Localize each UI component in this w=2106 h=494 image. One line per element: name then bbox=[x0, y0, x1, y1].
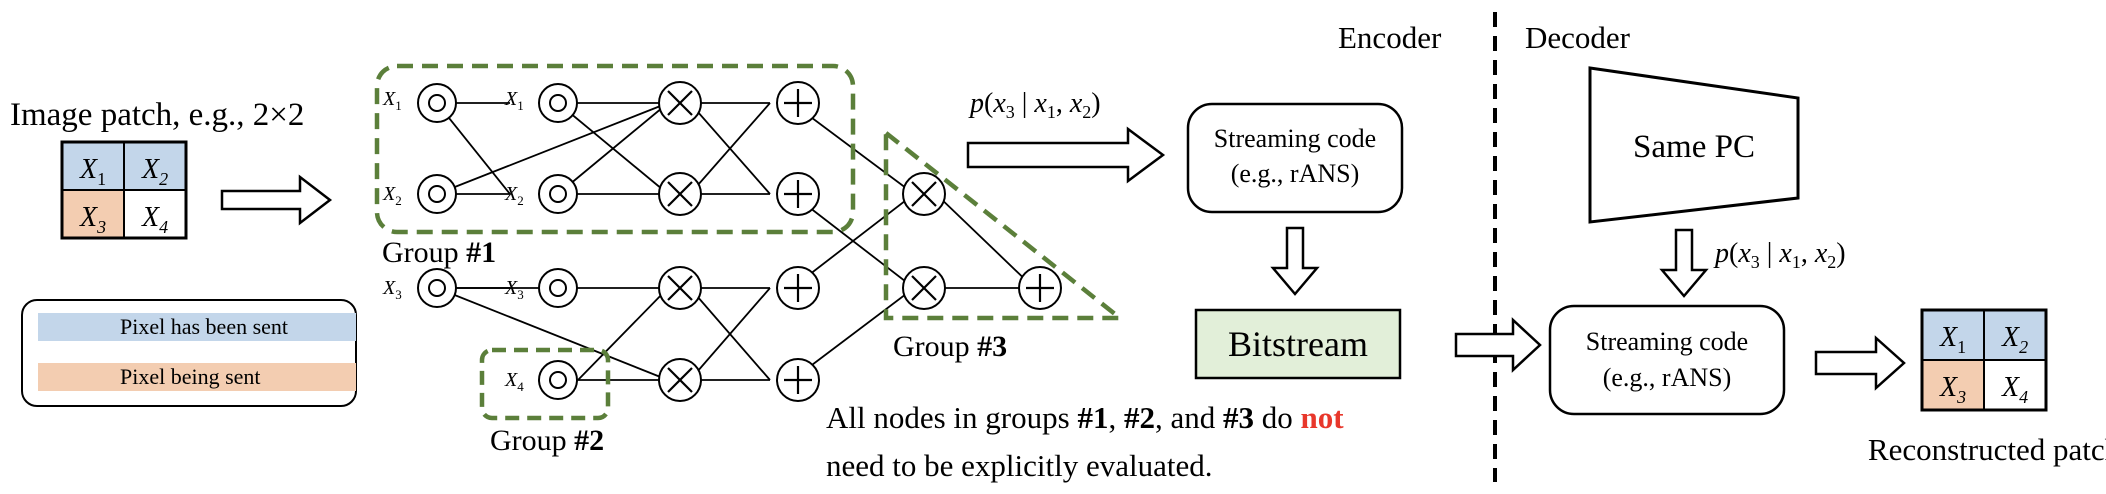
sum-node-4 bbox=[775, 357, 821, 403]
same-pc-label: Same PC bbox=[1633, 129, 1755, 165]
sum-node-root bbox=[1017, 265, 1063, 311]
leaf-node-x3-a bbox=[417, 268, 457, 308]
product-node-6 bbox=[901, 265, 947, 311]
legend: Pixel has been sent Pixel being sent bbox=[21, 299, 357, 407]
leaf-node-x3-b bbox=[538, 268, 578, 308]
input-cell-1-label: X1 bbox=[79, 154, 106, 189]
leaf-label-x2-a: X2 bbox=[382, 183, 402, 208]
output-cell-3-label: X3 bbox=[1939, 372, 1966, 407]
leaf-label-x1-a: X1 bbox=[382, 88, 402, 113]
leaf-node-x1-a bbox=[417, 83, 457, 123]
output-cell-1-label: X1 bbox=[1939, 322, 1966, 357]
arrow-prob-to-encoder bbox=[966, 126, 1166, 184]
group-1-label: Group #1 bbox=[382, 236, 496, 269]
arrow-patch-to-circuit bbox=[220, 174, 333, 226]
leaf-node-x2-b bbox=[538, 174, 578, 214]
arrow-pc-to-decoder bbox=[1659, 228, 1709, 298]
product-node-1 bbox=[657, 80, 703, 126]
decoder-streaming-line1: Streaming code bbox=[1586, 327, 1748, 356]
legend-label-sent: Pixel has been sent bbox=[120, 314, 288, 339]
input-patch: X1 X2 X3 X4 bbox=[60, 140, 188, 240]
encoder-streaming-line1: Streaming code bbox=[1214, 124, 1376, 153]
decoder-streaming-box bbox=[1548, 304, 1786, 416]
note-line-2: need to be explicitly evaluated. bbox=[826, 448, 1213, 483]
output-cell-2-label: X2 bbox=[2001, 322, 2028, 357]
output-cell-2 bbox=[1984, 310, 2046, 360]
input-cell-2-label: X2 bbox=[141, 154, 168, 189]
input-cell-4-label: X4 bbox=[141, 202, 168, 237]
output-cell-1 bbox=[1922, 310, 1984, 360]
output-cell-4-label: X4 bbox=[2001, 372, 2028, 407]
product-node-2 bbox=[657, 171, 703, 217]
product-node-3 bbox=[657, 265, 703, 311]
output-cell-4 bbox=[1984, 360, 2046, 410]
encoder-label: Encoder bbox=[1338, 20, 1442, 55]
leaf-label-x3-b: X3 bbox=[504, 277, 524, 302]
input-cell-4 bbox=[124, 190, 186, 238]
leaf-label-x1-b: X1 bbox=[504, 88, 524, 113]
note-line-1: All nodes in groups #1, #2, and #3 do no… bbox=[826, 400, 1344, 435]
group-1-outline bbox=[374, 63, 856, 235]
leaf-label-x2-b: X2 bbox=[504, 183, 524, 208]
arrow-encoder-to-bitstream bbox=[1270, 226, 1320, 296]
encoder-streaming-line2: (e.g., rANS) bbox=[1231, 159, 1360, 188]
output-cell-3 bbox=[1922, 360, 1984, 410]
input-cell-3 bbox=[62, 190, 124, 238]
encoder-streaming-box bbox=[1186, 102, 1404, 214]
leaf-label-x3-a: X3 bbox=[382, 277, 402, 302]
product-node-4 bbox=[657, 357, 703, 403]
input-title: Image patch, e.g., 2×2 bbox=[10, 97, 304, 133]
leaf-label-x4: X4 bbox=[504, 369, 524, 394]
legend-label-being-sent: Pixel being sent bbox=[120, 364, 261, 389]
legend-swatch-being-sent bbox=[38, 363, 356, 391]
input-cell-2 bbox=[124, 142, 186, 190]
arrow-bitstream-to-decoder bbox=[1454, 317, 1542, 373]
input-cell-3-label: X3 bbox=[79, 202, 106, 237]
leaf-node-x1-b bbox=[538, 83, 578, 123]
output-label: Reconstructed patch bbox=[1868, 432, 2106, 467]
sum-node-2 bbox=[775, 171, 821, 217]
group-2-outline bbox=[479, 347, 611, 421]
decoder-streaming-line2: (e.g., rANS) bbox=[1603, 363, 1732, 392]
same-pc-shape bbox=[1588, 66, 1800, 224]
legend-swatch-sent bbox=[38, 313, 356, 341]
bitstream-box bbox=[1194, 308, 1402, 380]
decoder-prob-label: p(x3 | x1, x2) bbox=[1713, 238, 1846, 272]
output-patch: X1 X2 X3 X4 bbox=[1920, 308, 2048, 412]
group-3-label: Group #3 bbox=[893, 330, 1007, 363]
arrow-decoder-to-output bbox=[1814, 335, 1906, 391]
decoder-label: Decoder bbox=[1525, 20, 1631, 55]
group-2-label: Group #2 bbox=[490, 424, 604, 457]
input-cell-1 bbox=[62, 142, 124, 190]
leaf-node-x4 bbox=[538, 360, 578, 400]
leaf-node-x2-a bbox=[417, 174, 457, 214]
sum-node-1 bbox=[775, 80, 821, 126]
encoder-prob-label: p(x3 | x1, x2) bbox=[968, 88, 1101, 122]
product-node-5 bbox=[901, 171, 947, 217]
sum-node-3 bbox=[775, 265, 821, 311]
bitstream-label: Bitstream bbox=[1228, 324, 1368, 364]
group-3-outline bbox=[883, 128, 1127, 321]
